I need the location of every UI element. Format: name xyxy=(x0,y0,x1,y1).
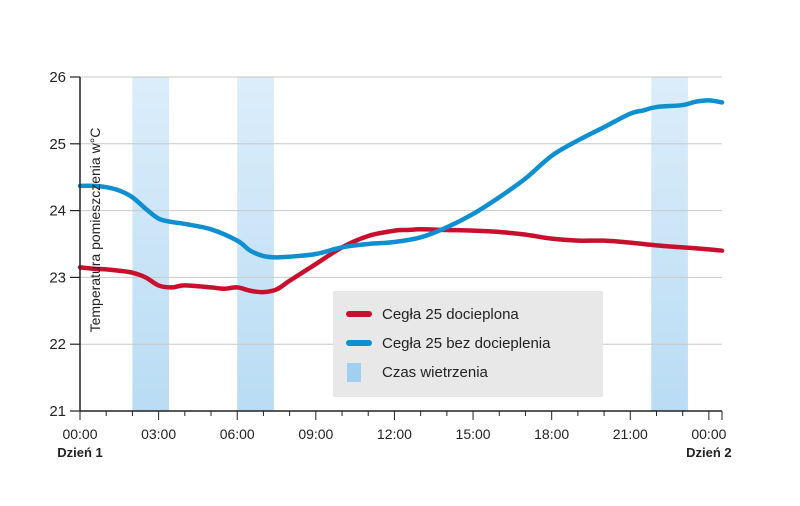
x-tick-label: 03:00 xyxy=(141,426,176,442)
y-tick-label: 22 xyxy=(49,336,66,353)
series-line-2 xyxy=(77,98,725,260)
tick-labels: 21 22 23 24 25 26 00:00 03:00 06:00 09:00 12:00 15:… xyxy=(49,69,731,460)
ventilation-bands xyxy=(132,77,688,411)
day-label: Dzień 2 xyxy=(686,445,732,460)
grid-lines xyxy=(80,76,722,345)
y-tick-label: 25 xyxy=(49,136,66,153)
x-tick-label: 21:00 xyxy=(613,426,648,442)
y-tick-label: 26 xyxy=(49,69,66,86)
legend-box xyxy=(333,291,603,397)
legend-label: Cegła 25 bez docieplenia xyxy=(382,335,551,352)
x-tick-label: 18:00 xyxy=(534,426,569,442)
legend-label: Czas wietrzenia xyxy=(382,364,489,381)
legend-label: Cegła 25 docieplona xyxy=(382,306,519,323)
x-tick-label: 09:00 xyxy=(298,426,333,442)
ventilation-band xyxy=(132,77,170,411)
legend-swatch xyxy=(347,363,361,382)
y-tick-label: 23 xyxy=(49,269,66,286)
legend: Cegła 25 docieplona Cegła 25 bez docieple… xyxy=(346,306,551,382)
day-label: Dzień 1 xyxy=(57,445,103,460)
axes xyxy=(70,76,723,420)
y-tick-label: 24 xyxy=(49,203,66,220)
x-tick-label: 12:00 xyxy=(377,426,412,442)
y-axis-label: Temperatura pomieszczenia w°C xyxy=(87,128,103,333)
x-tick-label: 15:00 xyxy=(456,426,491,442)
x-tick-label: 00:00 xyxy=(62,426,97,442)
y-tick-label: 21 xyxy=(49,403,66,420)
series-lines xyxy=(77,98,725,295)
series-line-1 xyxy=(77,227,725,295)
x-tick-label: 06:00 xyxy=(220,426,255,442)
x-tick-label: 00:00 xyxy=(691,426,726,442)
